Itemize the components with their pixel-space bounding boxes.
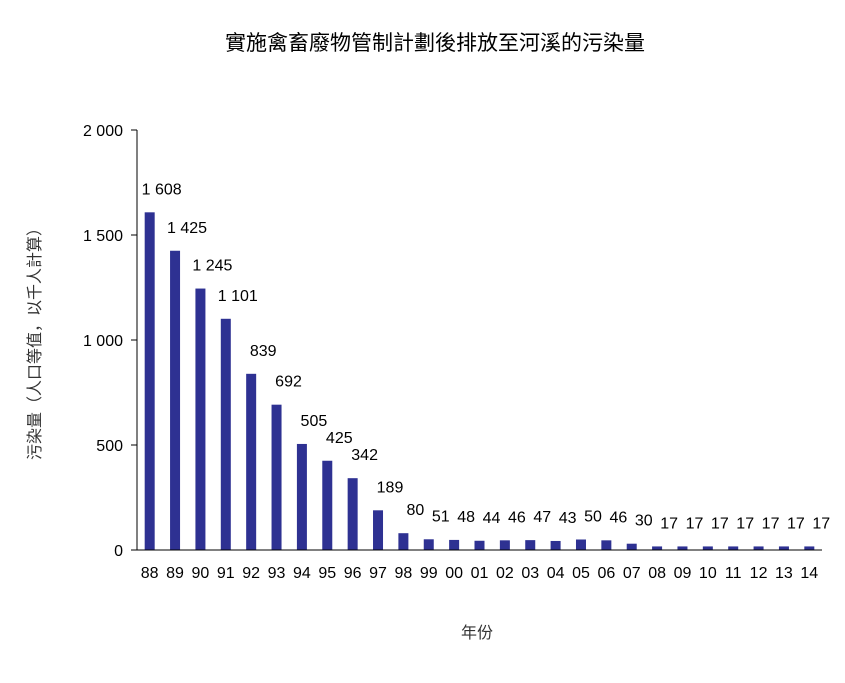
x-tick-label-01: 01 <box>471 565 489 582</box>
data-label-90: 1 245 <box>192 258 232 275</box>
x-tick-label-11: 11 <box>725 565 742 582</box>
bar-98 <box>398 533 409 550</box>
bar-05 <box>575 539 586 550</box>
data-label-91: 1 101 <box>218 288 258 305</box>
data-label-13: 17 <box>787 515 805 532</box>
data-label-10: 17 <box>711 515 729 532</box>
bar-93 <box>271 404 282 550</box>
x-tick-label-14: 14 <box>800 565 818 582</box>
data-label-03: 47 <box>533 509 551 526</box>
x-tick-label-02: 02 <box>496 565 514 582</box>
x-tick-label-90: 90 <box>192 565 210 582</box>
x-tick-label-92: 92 <box>242 565 260 582</box>
bar-11 <box>728 546 739 550</box>
bar-97 <box>373 510 384 550</box>
y-tick-label: 1 500 <box>83 228 123 245</box>
data-label-93: 692 <box>275 374 302 391</box>
x-tick-label-12: 12 <box>750 565 768 582</box>
x-tick-label-94: 94 <box>293 565 311 582</box>
data-label-00: 48 <box>457 509 475 526</box>
data-label-12: 17 <box>762 515 780 532</box>
bar-00 <box>449 539 460 550</box>
bar-01 <box>474 540 485 550</box>
bar-14 <box>804 546 815 550</box>
data-label-89: 1 425 <box>167 220 207 237</box>
bar-96 <box>347 478 358 550</box>
bar-12 <box>753 546 764 550</box>
x-axis-title: 年份 <box>461 623 493 642</box>
x-tick-label-13: 13 <box>775 565 793 582</box>
data-label-99: 51 <box>432 508 450 525</box>
bar-04 <box>550 540 561 550</box>
x-tick-label-88: 88 <box>141 565 159 582</box>
x-tick-label-05: 05 <box>572 565 590 582</box>
data-label-06: 46 <box>609 509 627 526</box>
x-tick-label-89: 89 <box>166 565 184 582</box>
x-tick-label-00: 00 <box>445 565 463 582</box>
x-tick-label-08: 08 <box>648 565 666 582</box>
data-label-07: 30 <box>635 513 653 530</box>
chart-title: 實施禽畜廢物管制計劃後排放至河溪的污染量 <box>225 31 645 55</box>
bar-88 <box>144 212 155 550</box>
data-label-94: 505 <box>301 413 328 430</box>
x-tick-label-93: 93 <box>268 565 286 582</box>
data-label-98: 80 <box>406 502 424 519</box>
x-tick-label-95: 95 <box>318 565 336 582</box>
data-label-05: 50 <box>584 509 602 526</box>
bar-08 <box>652 546 663 550</box>
data-label-11: 17 <box>736 515 754 532</box>
bar-94 <box>296 443 307 550</box>
data-label-01: 44 <box>483 510 501 527</box>
x-tick-label-04: 04 <box>547 565 565 582</box>
bar-06 <box>601 540 612 550</box>
bar-91 <box>220 318 231 550</box>
x-tick-label-96: 96 <box>344 565 362 582</box>
data-label-97: 189 <box>377 479 404 496</box>
bar-03 <box>525 540 536 550</box>
x-tick-label-09: 09 <box>674 565 692 582</box>
x-tick-label-91: 91 <box>217 565 235 582</box>
data-label-04: 43 <box>559 510 577 527</box>
data-label-14: 17 <box>812 515 830 532</box>
bar-02 <box>499 540 510 550</box>
x-tick-label-07: 07 <box>623 565 641 582</box>
bar-13 <box>778 546 789 550</box>
data-label-92: 839 <box>250 343 277 360</box>
data-label-96: 342 <box>351 447 378 464</box>
x-tick-label-03: 03 <box>521 565 539 582</box>
y-tick-label: 2 000 <box>83 123 123 140</box>
y-tick-label: 500 <box>96 438 123 455</box>
data-label-95: 425 <box>326 430 353 447</box>
x-tick-label-10: 10 <box>699 565 717 582</box>
data-label-88: 1 608 <box>142 181 182 198</box>
data-label-02: 46 <box>508 509 526 526</box>
bar-90 <box>195 288 206 550</box>
bar-99 <box>423 539 434 550</box>
x-tick-label-97: 97 <box>369 565 387 582</box>
bar-95 <box>322 460 333 550</box>
x-tick-label-98: 98 <box>394 565 412 582</box>
data-label-08: 17 <box>660 515 678 532</box>
x-tick-label-99: 99 <box>420 565 438 582</box>
x-tick-label-06: 06 <box>597 565 615 582</box>
bar-07 <box>626 543 637 550</box>
y-tick-label: 0 <box>114 543 123 560</box>
bar-09 <box>677 546 688 550</box>
bar-10 <box>702 546 713 550</box>
data-label-09: 17 <box>686 515 704 532</box>
bar-92 <box>246 373 257 550</box>
y-axis-title: 污染量（人口等值，以千人計算） <box>25 220 44 460</box>
bar-89 <box>170 250 181 550</box>
y-tick-label: 1 000 <box>83 333 123 350</box>
